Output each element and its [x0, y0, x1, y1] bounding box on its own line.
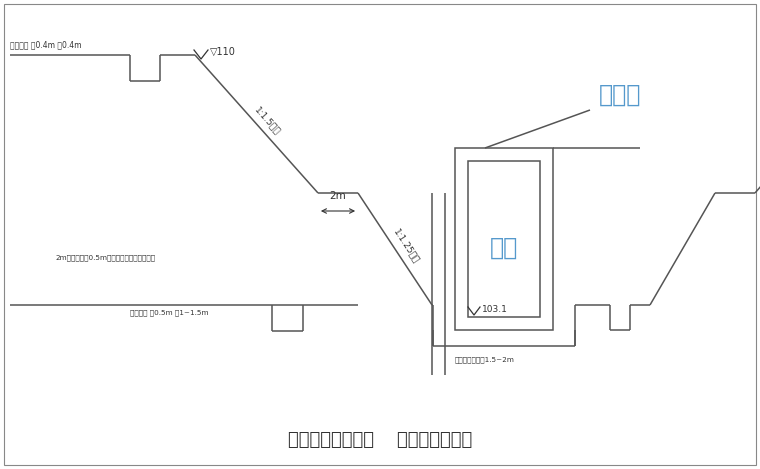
Text: 排水明沟 深0.5m 宽1~1.5m: 排水明沟 深0.5m 宽1~1.5m — [130, 310, 208, 316]
Text: 1:1.25坡坡: 1:1.25坡坡 — [392, 227, 421, 265]
Bar — [468, 161, 540, 317]
Text: 2m长木桩间距0.5m插入边坡上用竹篾固固桩: 2m长木桩间距0.5m插入边坡上用竹篾固固桩 — [55, 255, 155, 261]
Text: 需要时增加松木桩    边坡加固示意图: 需要时增加松木桩 边坡加固示意图 — [288, 431, 472, 449]
Text: 103.1: 103.1 — [482, 304, 508, 313]
Text: 排水明沟 深0.4m 宽0.4m: 排水明沟 深0.4m 宽0.4m — [10, 40, 81, 50]
Text: ▽110: ▽110 — [210, 47, 236, 57]
Text: 1:1.5坡坡: 1:1.5坡坡 — [253, 106, 282, 136]
Text: 2m: 2m — [330, 191, 347, 201]
Text: 引水渠: 引水渠 — [599, 83, 641, 107]
Text: 基坑: 基坑 — [490, 236, 518, 260]
Text: 脚手架搭设宽度1.5~2m: 脚手架搭设宽度1.5~2m — [455, 357, 515, 363]
Bar — [455, 148, 553, 330]
